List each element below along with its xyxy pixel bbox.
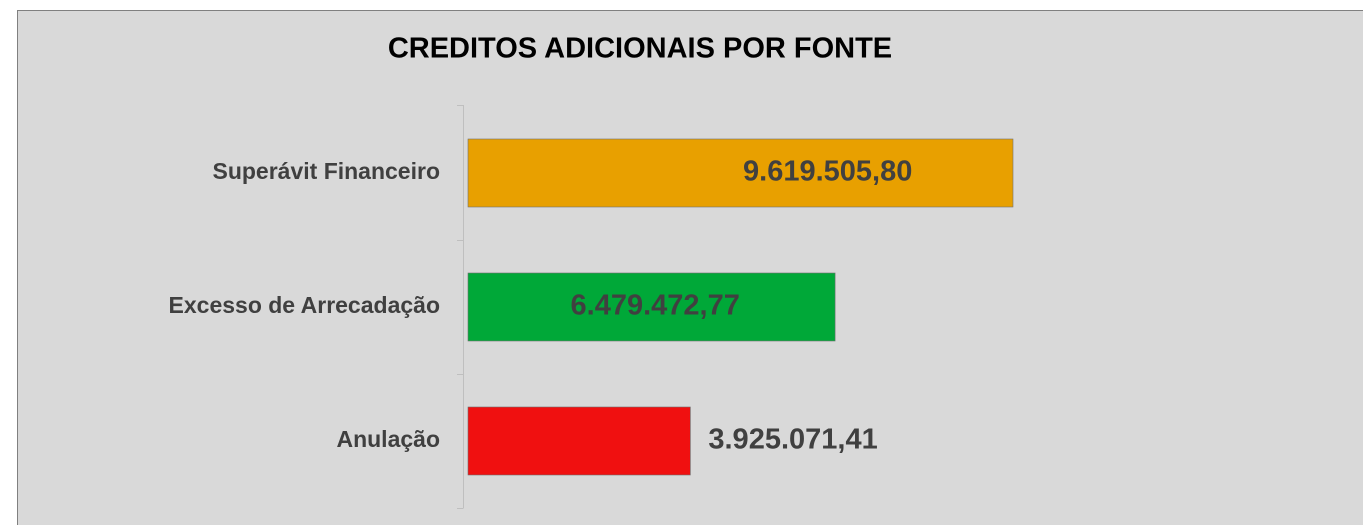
bar [467, 272, 836, 342]
value-label: 3.925.071,41 [708, 424, 877, 456]
bar [467, 138, 1014, 208]
value-label: 6.479.472,77 [571, 290, 740, 322]
category-label: Anulação [336, 426, 440, 452]
chart-title: CREDITOS ADICIONAIS POR FONTE [388, 33, 892, 65]
category-axis [457, 105, 464, 509]
value-label: 9.619.505,80 [743, 156, 912, 188]
category-label: Excesso de Arrecadação [169, 292, 440, 318]
bar [467, 406, 691, 476]
category-label: Superávit Financeiro [212, 158, 440, 184]
